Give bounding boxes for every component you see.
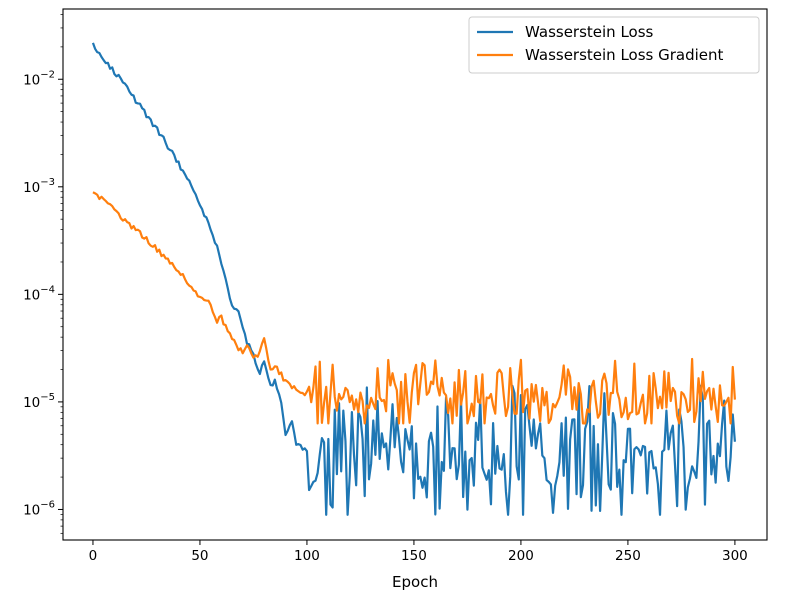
- x-tick-label: 200: [508, 548, 534, 564]
- x-tick-label: 300: [722, 548, 748, 564]
- plot-lines: [91, 42, 736, 516]
- x-tick-label: 150: [401, 548, 427, 564]
- y-tick-label: 10−2: [23, 69, 55, 88]
- y-tick-label: 10−3: [23, 177, 55, 196]
- legend: Wasserstein Loss Wasserstein Loss Gradien…: [468, 16, 760, 74]
- plot-frame: [62, 8, 768, 541]
- legend-label: Wasserstein Loss: [525, 23, 654, 41]
- y-axis-ticks: 10−6 10−5 10−4 10−3 10−2: [23, 14, 63, 534]
- axes-frame: [62, 8, 768, 541]
- x-tick-label: 50: [191, 548, 208, 564]
- x-axis-title: Epoch: [392, 573, 438, 591]
- y-tick-label: 10−5: [23, 392, 55, 411]
- x-tick-label: 0: [89, 548, 98, 564]
- series-line-wasserstein-loss: [91, 42, 736, 516]
- legend-label: Wasserstein Loss Gradient: [525, 46, 724, 64]
- x-tick-label: 100: [294, 548, 320, 564]
- y-tick-label: 10−4: [23, 284, 55, 303]
- x-tick-label: 250: [615, 548, 641, 564]
- y-tick-label: 10−6: [23, 499, 55, 518]
- series-line-wasserstein-loss-gradient: [92, 191, 736, 425]
- legend-box: [468, 16, 760, 74]
- x-axis-ticks: 0 50 100 150 200 250 300: [89, 540, 748, 564]
